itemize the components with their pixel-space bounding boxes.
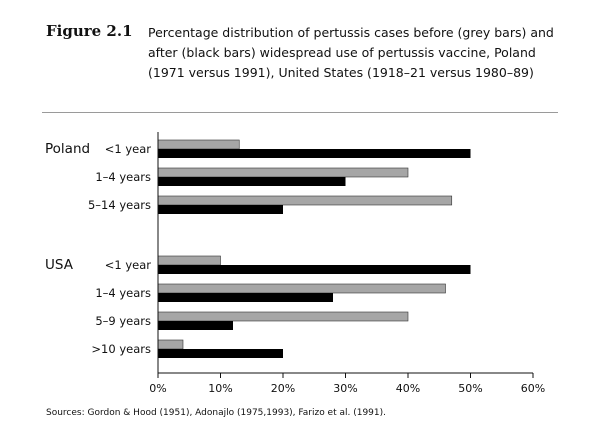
bar-before [157,311,409,322]
bar-after [158,321,233,330]
bar-before [157,195,453,206]
category-label: >10 years [91,342,151,356]
bar-after [158,349,283,358]
category-label: 5–9 years [95,314,151,328]
bar-before [157,283,446,294]
category-label: <1 year [105,258,152,272]
category-label: 5–14 years [88,198,151,212]
figure-label: Figure 2.1 [46,22,133,40]
bar-before [157,139,240,150]
x-tick-label: 50% [458,382,482,395]
country-label-poland: Poland [45,141,90,157]
bar-before [157,255,221,266]
category-label: 1–4 years [95,170,151,184]
bar-before [157,339,184,350]
x-tick-label: 60% [521,382,545,395]
bar-after [158,293,333,302]
sources-note: Sources: Gordon & Hood (1951), Adonajlo … [46,408,387,418]
x-tick-label: 20% [271,382,295,395]
x-tick-label: 40% [396,382,420,395]
figure-caption: Percentage distribution of pertussis cas… [148,25,554,80]
bar-after [158,149,471,158]
x-tick-label: 30% [333,382,357,395]
x-tick-label: 10% [208,382,232,395]
category-label: <1 year [105,142,152,156]
bar-after [158,205,283,214]
category-label: 1–4 years [95,286,151,300]
bar-before [157,167,409,178]
country-label-usa: USA [45,257,74,273]
x-tick-label: 0% [149,382,166,395]
bar-after [158,177,346,186]
bar-after [158,265,471,274]
divider-rule [42,112,558,113]
